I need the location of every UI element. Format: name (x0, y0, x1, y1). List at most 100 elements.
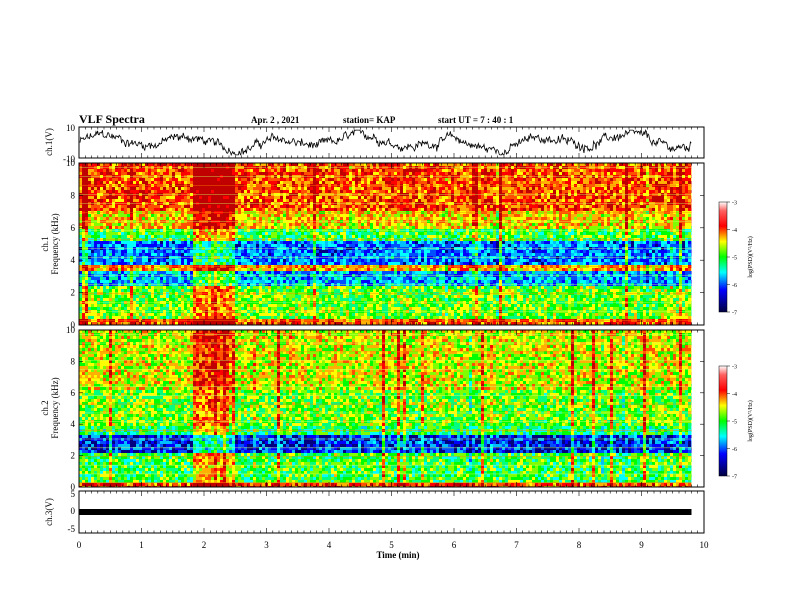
spectrogram-cell (274, 226, 278, 230)
spectrogram-cell (88, 304, 92, 308)
spectrogram-cell (220, 190, 224, 194)
spectrogram-cell (241, 217, 245, 221)
spectrogram-cell (289, 298, 293, 302)
spectrogram-cell (298, 217, 302, 221)
spectrogram-cell (310, 286, 314, 290)
spectrogram-cell (97, 322, 101, 325)
spectrogram-cell (325, 268, 329, 272)
spectrogram-cell (328, 163, 332, 167)
spectrogram-cell (235, 181, 239, 185)
spectrogram-cell (220, 298, 224, 302)
spectrogram-cell (127, 178, 131, 182)
spectrogram-cell (223, 235, 227, 239)
spectrogram-cell (232, 289, 236, 293)
spectrogram-cell (208, 172, 212, 176)
spectrogram-cell (322, 223, 326, 227)
spectrogram-cell (223, 172, 227, 176)
spectrogram-cell (136, 214, 140, 218)
spectrogram-cell (85, 178, 89, 182)
spectrogram-cell (220, 262, 224, 266)
spectrogram-cell (94, 226, 98, 230)
spectrogram-cell (145, 253, 149, 257)
spectrogram-cell (322, 262, 326, 266)
spectrogram-cell (142, 196, 146, 200)
spectrogram-cell (79, 250, 83, 254)
spectrogram-cell (163, 313, 167, 317)
spectrogram-cell (331, 277, 335, 281)
spectrogram-cell (172, 271, 176, 275)
spectrogram-cell (100, 244, 104, 248)
spectrogram-cell (289, 277, 293, 281)
spectrogram-cell (142, 163, 146, 167)
spectrogram-cell (154, 223, 158, 227)
spectrogram-cell (298, 262, 302, 266)
spectrogram-cell (208, 244, 212, 248)
spectrogram-cell (259, 259, 263, 263)
spectrogram-cell (88, 322, 92, 325)
spectrogram-cell (88, 280, 92, 284)
spectrogram-cell (292, 235, 296, 239)
spectrogram-cell (304, 178, 308, 182)
spectrogram-cell (187, 163, 191, 167)
spectrogram-cell (139, 223, 143, 227)
spectrogram-cell (211, 187, 215, 191)
spectrogram-cell (310, 244, 314, 248)
spectrogram-cell (331, 286, 335, 290)
spectrogram-cell (277, 271, 281, 275)
spectrogram-cell (88, 214, 92, 218)
spectrogram-cell (316, 250, 320, 254)
spectrogram-cell (253, 208, 257, 212)
spectrogram-cell (343, 214, 347, 218)
spectrogram-cell (160, 280, 164, 284)
spectrogram-cell (217, 205, 221, 209)
spectrogram-cell (82, 262, 86, 266)
spectrogram-cell (313, 241, 317, 245)
spectrogram-cell (103, 232, 107, 236)
spectrogram-cell (265, 214, 269, 218)
spectrogram-cell (274, 232, 278, 236)
spectrogram-cell (310, 196, 314, 200)
spectrogram-cell (214, 295, 218, 299)
spectrogram-cell (319, 244, 323, 248)
spectrogram-cell (307, 169, 311, 173)
spectrogram-cell (280, 313, 284, 317)
spectrogram-cell (121, 304, 125, 308)
spectrogram-cell (331, 280, 335, 284)
spectrogram-cell (106, 241, 110, 245)
spectrogram-cell (112, 178, 116, 182)
spectrogram-cell (151, 298, 155, 302)
spectrogram-cell (295, 241, 299, 245)
spectrogram-cell (160, 289, 164, 293)
spectrogram-cell (127, 298, 131, 302)
spectrogram-cell (79, 178, 83, 182)
spectrogram-cell (184, 241, 188, 245)
spectrogram-cell (274, 172, 278, 176)
spectrogram-cell (94, 304, 98, 308)
spectrogram-cell (202, 235, 206, 239)
spectrogram-cell (322, 268, 326, 272)
spectrogram-cell (172, 196, 176, 200)
spectrogram-cell (253, 322, 257, 325)
spectrogram-cell (259, 181, 263, 185)
spectrogram-cell (259, 172, 263, 176)
spectrogram-cell (166, 295, 170, 299)
spectrogram-cell (109, 295, 113, 299)
spectrogram-cell (322, 271, 326, 275)
spectrogram-cell (160, 250, 164, 254)
spectrogram-cell (103, 298, 107, 302)
spectrogram-cell (301, 208, 305, 212)
spectrogram-cell (217, 190, 221, 194)
spectrogram-cell (82, 277, 86, 281)
spectrogram-cell (226, 304, 230, 308)
spectrogram-cell (91, 196, 95, 200)
spectrogram-cell (265, 187, 269, 191)
spectrogram-cell (97, 304, 101, 308)
spectrogram-cell (160, 187, 164, 191)
spectrogram-cell (103, 181, 107, 185)
spectrogram-cell (112, 253, 116, 257)
spectrogram-cell (295, 259, 299, 263)
spectrogram-cell (253, 262, 257, 266)
spectrogram-cell (94, 271, 98, 275)
spectrogram-cell (340, 253, 344, 257)
spectrogram-cell (151, 277, 155, 281)
